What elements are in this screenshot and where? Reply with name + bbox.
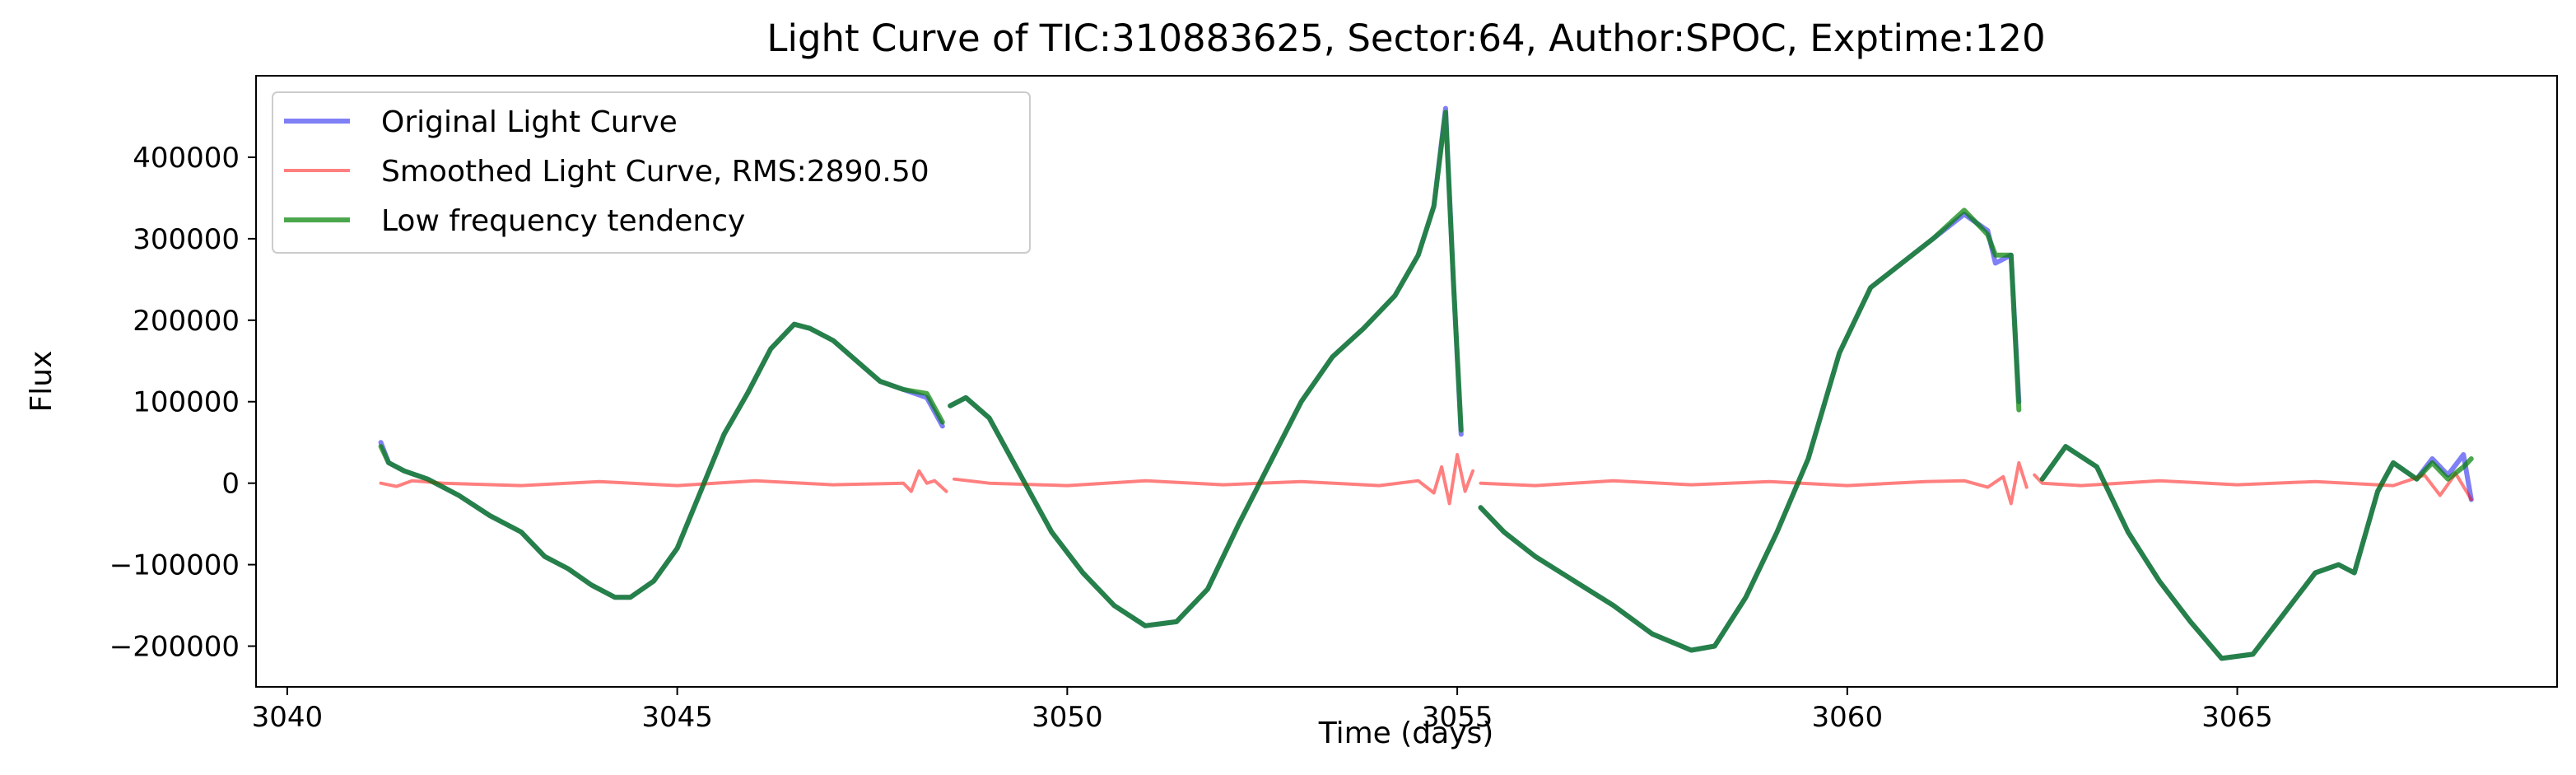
- y-axis-label: Flux: [25, 351, 58, 413]
- series-line-smoothed-light-curve: [2033, 471, 2473, 502]
- axes-frame: [255, 75, 2558, 688]
- chart-title: Light Curve of TIC:310883625, Sector:64,…: [766, 16, 2045, 60]
- plot-area: [255, 75, 2558, 688]
- series-layer: [378, 105, 2474, 661]
- x-tick-label: 3050: [1032, 701, 1103, 734]
- x-axis-label: Time (days): [1318, 717, 1494, 750]
- x-tick-label: 3045: [641, 701, 713, 734]
- y-tick-label: 200000: [133, 305, 240, 338]
- y-tick-label: −200000: [109, 631, 240, 664]
- series-line-smoothed-light-curve: [1479, 460, 2029, 506]
- series-line-low-frequency-tendency: [378, 321, 945, 600]
- legend-label-original: Original Light Curve: [381, 105, 678, 139]
- legend-box: [272, 91, 1031, 254]
- series-line-low-frequency-tendency: [948, 110, 1464, 628]
- legend: Original Light Curve Smoothed Light Curv…: [272, 91, 1031, 254]
- y-tick-label: 100000: [133, 386, 240, 419]
- x-axis-ticks: 3040 3045 3050 3055 3060 3065: [252, 687, 2273, 734]
- x-tick-label: 3060: [1812, 701, 1884, 734]
- y-axis-ticks: −200000 −100000 0 100000 200000 300000 400000: [109, 142, 256, 664]
- y-tick-label: 400000: [133, 142, 240, 175]
- legend-label-smoothed: Smoothed Light Curve, RMS:2890.50: [381, 155, 929, 189]
- x-tick-label: 3040: [252, 701, 324, 734]
- series-line-smoothed-light-curve: [953, 453, 1474, 506]
- y-tick-label: −100000: [109, 549, 240, 582]
- x-tick-label: 3065: [2201, 701, 2273, 734]
- y-tick-label: 0: [221, 468, 240, 501]
- x-tick-label: 3055: [1422, 701, 1493, 734]
- y-tick-label: 300000: [133, 223, 240, 256]
- series-line-smoothed-light-curve: [379, 469, 948, 493]
- legend-label-tendency: Low frequency tendency: [381, 204, 745, 238]
- series-line-low-frequency-tendency: [1478, 208, 2022, 653]
- series-line-low-frequency-tendency: [2039, 444, 2474, 661]
